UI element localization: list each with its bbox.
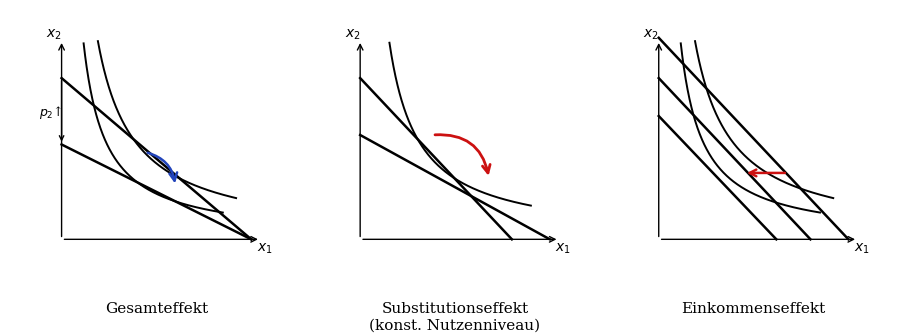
Text: $x_1$: $x_1$	[854, 242, 870, 256]
Text: Einkommenseffekt: Einkommenseffekt	[682, 302, 825, 317]
Text: Gesamteffekt: Gesamteffekt	[105, 302, 208, 317]
Text: $x_2$: $x_2$	[643, 27, 659, 42]
Text: $x_2$: $x_2$	[46, 27, 62, 42]
Text: Substitutionseffekt
(konst. Nutzenniveau): Substitutionseffekt (konst. Nutzenniveau…	[369, 302, 541, 333]
Text: $x_1$: $x_1$	[257, 242, 272, 256]
Text: $x_1$: $x_1$	[555, 242, 571, 256]
Text: $x_2$: $x_2$	[345, 27, 360, 42]
Text: $p_2$↑: $p_2$↑	[39, 104, 63, 121]
